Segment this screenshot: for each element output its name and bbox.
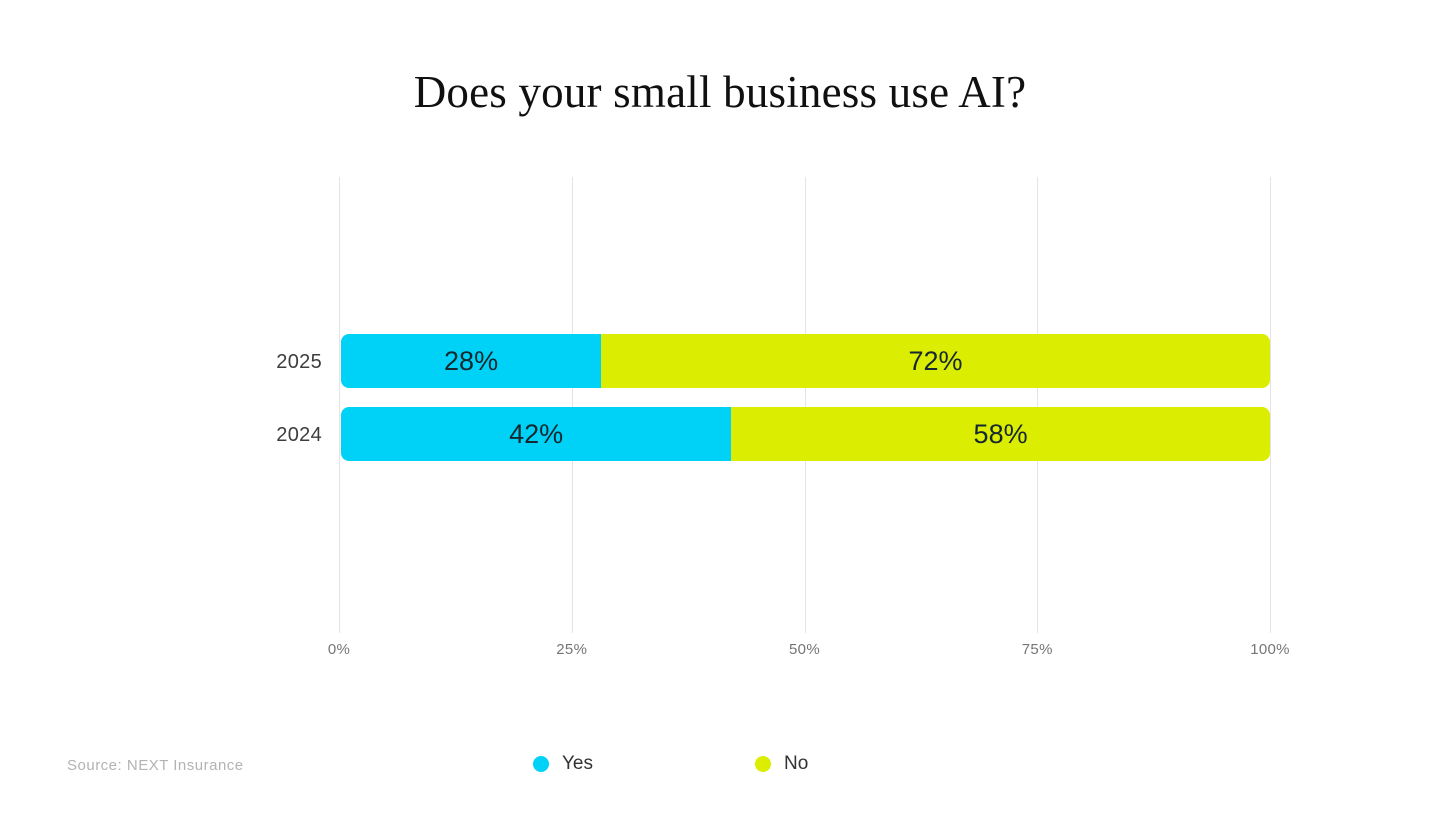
legend-item-no: No xyxy=(755,753,808,775)
x-tick-label: 0% xyxy=(327,641,351,658)
legend-swatch-icon xyxy=(755,756,771,772)
bar-segment-no: 58% xyxy=(731,407,1270,461)
gridline xyxy=(804,177,806,633)
chart-title: Does your small business use AI? xyxy=(413,67,1027,118)
legend-label: No xyxy=(784,753,809,774)
gridline xyxy=(571,177,573,633)
bar-segment-yes: 42% xyxy=(341,407,732,461)
legend-swatch-icon xyxy=(533,756,549,772)
bar-segment-yes: 28% xyxy=(341,334,602,388)
gridline xyxy=(1270,177,1271,633)
bar-value-label: 72% xyxy=(908,345,963,376)
gridline xyxy=(339,177,340,633)
x-tick-label: 25% xyxy=(556,641,588,658)
source-note: Source: NEXT Insurance xyxy=(67,757,244,774)
bar-value-label: 42% xyxy=(509,418,564,449)
bar-segment-no: 72% xyxy=(601,334,1270,388)
y-axis-label: 2025 xyxy=(276,351,322,373)
plot-area: 0% 25% 50% 75% 100% 2025 28% 72% 2024 42% 58% xyxy=(276,177,1289,658)
x-tick-label: 75% xyxy=(1021,641,1053,658)
bar-row: 28% 72% xyxy=(341,334,1270,388)
legend: Yes No xyxy=(533,753,808,775)
bar-value-label: 28% xyxy=(444,345,499,376)
gridline xyxy=(1037,177,1039,633)
x-tick-label: 100% xyxy=(1250,641,1290,658)
x-tick-label: 50% xyxy=(789,641,820,658)
bar-value-label: 58% xyxy=(973,418,1028,449)
bar-row: 42% 58% xyxy=(341,407,1270,461)
legend-item-yes: Yes xyxy=(533,753,593,775)
legend-label: Yes xyxy=(562,753,593,774)
y-axis-label: 2024 xyxy=(276,424,322,446)
